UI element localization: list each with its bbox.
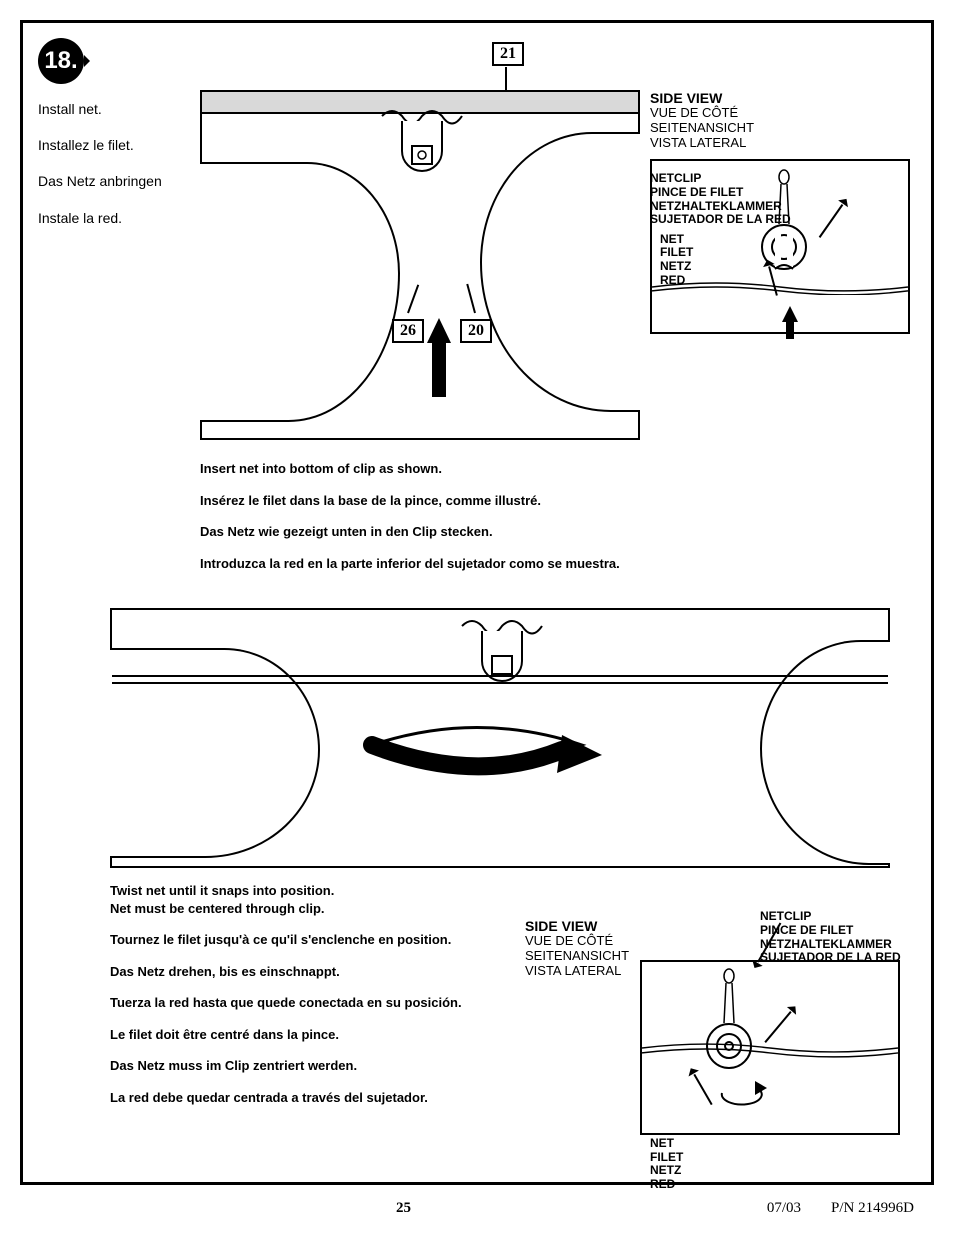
instr2-de: Das Netz drehen, bis es einschnappt. <box>110 963 530 981</box>
clip-illustration <box>372 106 472 186</box>
side-view-2-box: NET FILET NETZ RED <box>640 960 900 1135</box>
clip-side-illustration <box>757 169 812 289</box>
instr2-en-b: Net must be centered through clip. <box>110 901 325 916</box>
nc2-fr: PINCE DE FILET <box>760 924 945 938</box>
callout-21: 21 <box>492 42 524 66</box>
callout-26-text: 26 <box>400 322 416 339</box>
net2-es: RED <box>650 1178 683 1192</box>
footer-date: 07/03 <box>767 1200 801 1216</box>
up-arrow-icon <box>427 318 451 343</box>
net-label-2: NET FILET NETZ RED <box>650 1137 683 1192</box>
leader-26 <box>407 284 419 313</box>
net2-fr: FILET <box>650 1151 683 1165</box>
up-arrow-small-icon <box>782 306 798 322</box>
instr2-en-a: Twist net until it snaps into position. <box>110 883 334 898</box>
pn-value: 214996D <box>858 1200 914 1216</box>
instr2-de2: Das Netz muss im Clip zentriert werden. <box>110 1057 530 1075</box>
arrow-to-clip-icon <box>819 204 844 238</box>
leader-21 <box>505 67 507 92</box>
instr2-es2: La red debe quedar centrada a través del… <box>110 1089 530 1107</box>
rotate-arrow-icon <box>717 1078 767 1108</box>
side-view-de: SEITENANSICHT <box>650 121 920 136</box>
instr1-fr: Insérez le filet dans la base de la pinc… <box>200 492 840 510</box>
install-net-de: Das Netz anbringen <box>38 172 198 190</box>
step-number: 18. <box>44 47 77 75</box>
callout-20-text: 20 <box>468 322 484 339</box>
right-hand-illustration <box>480 132 640 412</box>
page-number: 25 <box>396 1200 411 1217</box>
net-de: NETZ <box>660 260 693 274</box>
twist-arrow-icon <box>352 725 602 795</box>
net-line-2-illustration <box>642 1038 898 1063</box>
step-title-block: Install net. Installez le filet. Das Net… <box>38 100 198 245</box>
side-view-es: VISTA LATERAL <box>650 136 920 151</box>
instr2-fr: Tournez le filet jusqu'à ce qu'il s'encl… <box>110 931 530 949</box>
net2-de: NETZ <box>650 1165 683 1179</box>
side-view-1-box: NET FILET NETZ RED <box>650 159 910 334</box>
instructions-1: Insert net into bottom of clip as shown.… <box>200 460 840 586</box>
instr2-fr2: Le filet doit être centré dans la pince. <box>110 1026 530 1044</box>
figure-2 <box>110 608 890 868</box>
instr2-es: Tuerza la red hasta que quede conectada … <box>110 994 530 1012</box>
instructions-2: Twist net until it snaps into position. N… <box>110 882 530 1120</box>
step-number-badge: 18. <box>38 38 84 84</box>
side-view-1: SIDE VIEW VUE DE CÔTÉ SEITENANSICHT VIST… <box>650 90 920 334</box>
left-hand-2-illustration <box>110 648 320 858</box>
net-line-2a <box>112 675 888 677</box>
install-net-en: Install net. <box>38 100 198 118</box>
net-fr: FILET <box>660 246 693 260</box>
sv2-title: SIDE VIEW <box>525 918 665 934</box>
page-footer: 25 07/03 P/N 214996D <box>0 1200 954 1217</box>
figure-1: 21 26 20 <box>200 90 640 440</box>
right-hand-2-illustration <box>760 640 890 865</box>
nc2-en: NETCLIP <box>760 910 945 924</box>
pn-label: P/N <box>831 1200 854 1216</box>
instr1-en: Insert net into bottom of clip as shown. <box>200 460 840 478</box>
instr1-de: Das Netz wie gezeigt unten in den Clip s… <box>200 523 840 541</box>
instr1-es: Introduzca la red en la parte inferior d… <box>200 555 840 573</box>
net-line-2b <box>112 682 888 684</box>
clip-2-illustration <box>447 616 557 696</box>
sv2-fr: VUE DE CÔTÉ <box>525 934 665 949</box>
left-hand-illustration <box>200 162 400 422</box>
side-view-fr: VUE DE CÔTÉ <box>650 106 920 121</box>
clip-side-2-illustration <box>702 968 757 1088</box>
side-view-title: SIDE VIEW <box>650 90 920 106</box>
netclip-label-2: NETCLIP PINCE DE FILET NETZHALTEKLAMMER … <box>760 910 945 965</box>
callout-26: 26 <box>392 319 424 343</box>
install-net-fr: Installez le filet. <box>38 136 198 154</box>
callout-21-text: 21 <box>500 45 516 62</box>
nc2-de: NETZHALTEKLAMMER <box>760 938 945 952</box>
net-line-illustration <box>652 275 908 300</box>
net2-en: NET <box>650 1137 683 1151</box>
callout-20: 20 <box>460 319 492 343</box>
install-net-es: Instale la red. <box>38 209 198 227</box>
leader-20 <box>466 284 476 313</box>
net-en: NET <box>660 233 693 247</box>
